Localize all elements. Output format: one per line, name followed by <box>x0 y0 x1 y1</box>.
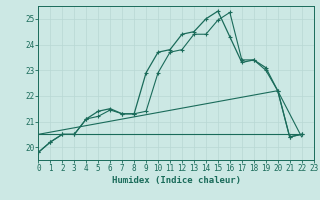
X-axis label: Humidex (Indice chaleur): Humidex (Indice chaleur) <box>111 176 241 185</box>
